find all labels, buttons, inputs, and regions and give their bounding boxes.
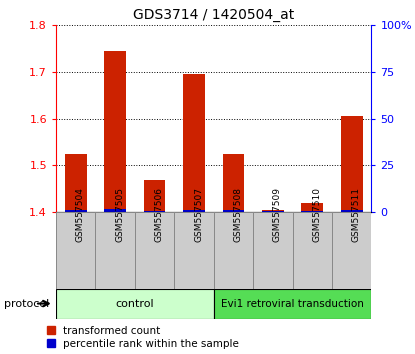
Text: Evi1 retroviral transduction: Evi1 retroviral transduction	[221, 298, 364, 309]
Bar	[56, 212, 95, 289]
Text: GSM557504: GSM557504	[76, 187, 85, 242]
Bar	[222, 154, 244, 212]
Bar	[144, 211, 166, 212]
Text: GSM557505: GSM557505	[115, 187, 124, 242]
Title: GDS3714 / 1420504_at: GDS3714 / 1420504_at	[133, 8, 294, 22]
Text: GSM557508: GSM557508	[233, 187, 242, 242]
Bar	[332, 212, 371, 289]
Bar	[293, 212, 332, 289]
Bar	[214, 289, 371, 319]
Text: GSM557509: GSM557509	[273, 187, 282, 242]
Bar	[65, 210, 87, 212]
Text: GSM557507: GSM557507	[194, 187, 203, 242]
Bar	[214, 212, 253, 289]
Bar	[301, 203, 323, 212]
Text: protocol: protocol	[4, 299, 49, 309]
Bar	[183, 210, 205, 212]
Legend: transformed count, percentile rank within the sample: transformed count, percentile rank withi…	[47, 326, 239, 349]
Bar	[253, 212, 293, 289]
Bar	[135, 212, 174, 289]
Bar	[144, 179, 166, 212]
Bar	[104, 209, 126, 212]
Bar	[174, 212, 214, 289]
Bar	[95, 212, 135, 289]
Bar	[262, 210, 284, 212]
Bar	[183, 74, 205, 212]
Bar	[222, 210, 244, 212]
Bar	[65, 154, 87, 212]
Bar	[56, 289, 214, 319]
Bar	[341, 210, 363, 212]
Bar	[301, 211, 323, 212]
Bar	[104, 51, 126, 212]
Text: GSM557510: GSM557510	[312, 187, 321, 242]
Bar	[262, 211, 284, 212]
Bar	[341, 116, 363, 212]
Text: control: control	[115, 298, 154, 309]
Text: GSM557511: GSM557511	[352, 187, 361, 242]
Text: GSM557506: GSM557506	[155, 187, 164, 242]
